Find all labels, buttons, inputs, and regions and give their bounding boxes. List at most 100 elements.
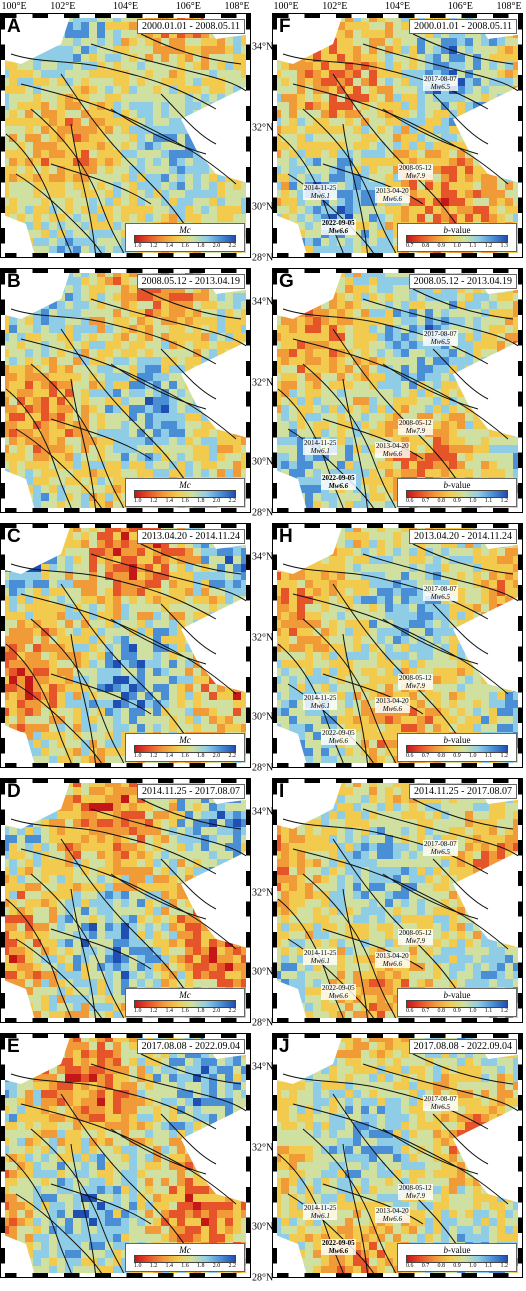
raster-cell [185, 30, 193, 38]
raster-cell [193, 931, 201, 939]
raster-cell [81, 102, 89, 110]
raster-cell [161, 588, 169, 596]
raster-cell [17, 333, 25, 341]
raster-cell [169, 875, 177, 883]
raster-cell [17, 437, 25, 445]
raster-cell [41, 1098, 49, 1106]
raster-cell [201, 556, 209, 564]
raster-cell [65, 1202, 73, 1210]
raster-cell [137, 405, 145, 413]
raster-cell [1, 1098, 9, 1106]
raster-cell [185, 437, 193, 445]
fault-line [50, 163, 152, 205]
raster-cell [209, 190, 217, 198]
raster-cell [25, 214, 33, 222]
raster-cell [145, 309, 153, 317]
raster-cell [89, 1130, 97, 1138]
raster-cell [217, 62, 225, 70]
raster-cell [1, 381, 9, 389]
raster-cell [161, 158, 169, 166]
raster-cell [9, 437, 17, 445]
raster-cell [145, 572, 153, 580]
raster-cell [25, 86, 33, 94]
raster-cell [73, 939, 81, 947]
raster-cell [73, 620, 81, 628]
raster-cell [73, 198, 81, 206]
raster-cell [169, 931, 177, 939]
raster-cell [1, 931, 9, 939]
raster-cell [113, 94, 121, 102]
raster-cell [97, 1074, 105, 1082]
raster-cell [1, 1210, 9, 1218]
raster-cell [17, 1162, 25, 1170]
raster-cell [177, 1106, 185, 1114]
raster-cell [185, 572, 193, 580]
raster-cell [185, 86, 193, 94]
raster-cell [1, 867, 9, 875]
raster-cell [185, 166, 193, 174]
raster-cell [65, 787, 73, 795]
raster-cell [137, 269, 145, 277]
raster-cell [185, 413, 193, 421]
raster-cell [105, 349, 113, 357]
raster-cell [105, 1122, 113, 1130]
raster-cell [193, 1082, 201, 1090]
raster-cell [81, 309, 89, 317]
raster-cell [89, 756, 97, 764]
raster-cell [65, 1162, 73, 1170]
raster-cell [137, 971, 145, 979]
raster-cell [161, 724, 169, 732]
raster-cell [9, 1114, 17, 1122]
raster-cell [81, 30, 89, 38]
raster-cell [17, 325, 25, 333]
raster-cell [185, 851, 193, 859]
fault-line [10, 818, 217, 875]
raster-cell [193, 1178, 201, 1186]
raster-cell [25, 612, 33, 620]
raster-cell [49, 150, 57, 158]
value-raster [1, 269, 250, 512]
raster-cell [41, 70, 49, 78]
raster-cell [185, 94, 193, 102]
raster-cell [73, 955, 81, 963]
raster-cell [81, 325, 89, 333]
raster-cell [121, 676, 129, 684]
raster-cell [145, 94, 153, 102]
raster-cell [97, 644, 105, 652]
raster-cell [241, 811, 249, 819]
raster-cell [153, 851, 161, 859]
raster-cell [225, 317, 233, 325]
raster-cell [9, 182, 17, 190]
raster-cell [1, 413, 9, 421]
raster-cell [121, 421, 129, 429]
raster-cell [145, 811, 153, 819]
raster-cell [137, 46, 145, 54]
raster-cell [217, 94, 225, 102]
raster-cell [137, 947, 145, 955]
raster-cell [9, 198, 17, 206]
raster-cell [73, 102, 81, 110]
raster-cell [129, 70, 137, 78]
raster-cell [105, 843, 113, 851]
raster-cell [129, 14, 137, 22]
raster-cell [145, 110, 153, 118]
raster-cell [73, 493, 81, 501]
raster-cell [145, 1098, 153, 1106]
raster-cell [73, 931, 81, 939]
raster-cell [97, 285, 105, 293]
colorbar-tick-label: 2.0 [212, 498, 221, 504]
raster-cell [209, 86, 217, 94]
raster-cell [169, 469, 177, 477]
raster-cell [153, 979, 161, 987]
raster-cell [73, 668, 81, 676]
raster-cell [65, 1138, 73, 1146]
raster-cell [17, 78, 25, 86]
raster-cell [185, 979, 193, 987]
raster-cell [17, 429, 25, 437]
raster-cell [121, 652, 129, 660]
raster-cell [145, 700, 153, 708]
raster-cell [97, 1162, 105, 1170]
map-frame: C 2013.04.20 - 2014.11.24 Mc 1.0 1.2 1.4 1.6 1.… [0, 523, 251, 768]
raster-cell [105, 357, 113, 365]
raster-cell [201, 86, 209, 94]
